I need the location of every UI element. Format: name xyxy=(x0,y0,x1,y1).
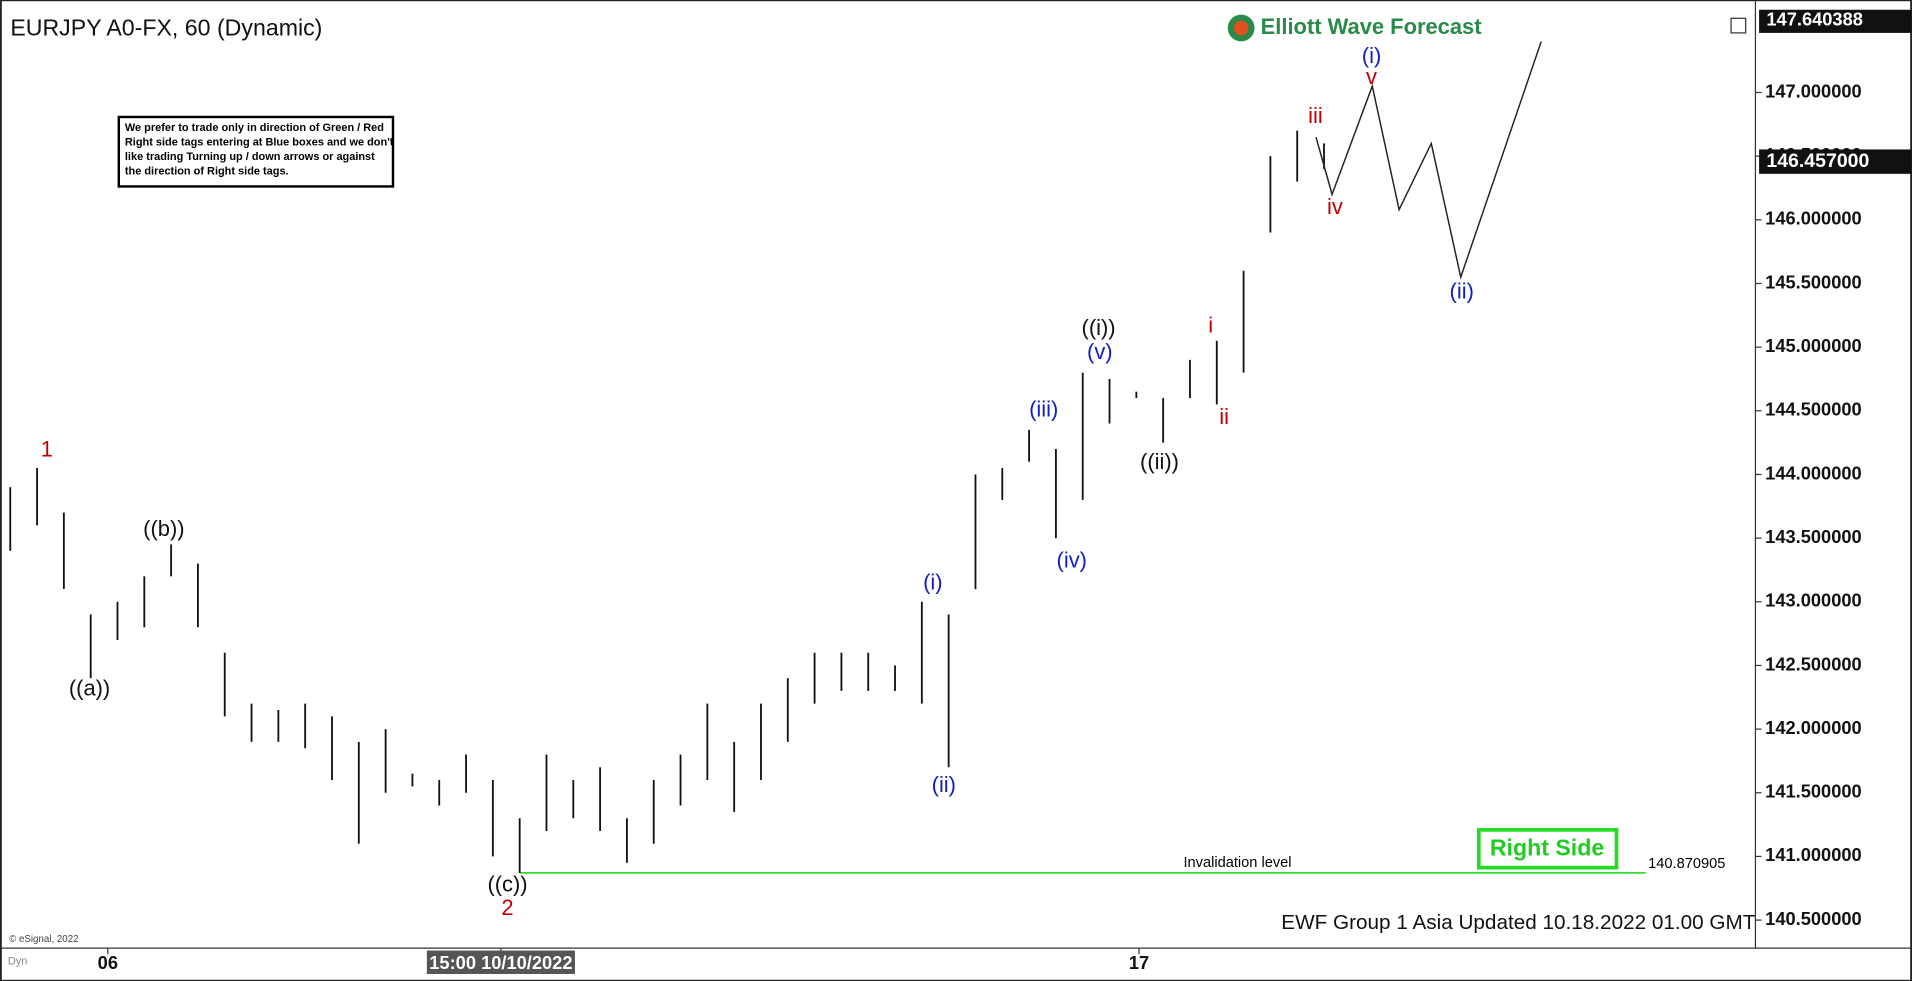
right-side: Right Side xyxy=(1490,834,1605,860)
wave-label: (iii) xyxy=(1029,396,1058,421)
wave-label: (i) xyxy=(923,570,942,595)
invalidation-text: Invalidation level xyxy=(1183,855,1291,871)
wave-label: (ii) xyxy=(932,772,956,797)
y-tick-label: 140.500000 xyxy=(1765,908,1862,929)
x-tick-highlight xyxy=(426,950,575,974)
wave-label: 1 xyxy=(41,437,53,462)
invalidation-label: 140.870905 xyxy=(1648,856,1725,872)
x-tick-label: 06 xyxy=(98,952,118,973)
wave-label: ((i)) xyxy=(1082,315,1116,340)
footer: EWF Group 1 Asia Updated 10.18.2022 01.0… xyxy=(1281,911,1755,934)
wave-label: iii xyxy=(1308,103,1323,128)
note: Right side tags entering at Blue boxes a… xyxy=(125,136,394,148)
brand: Elliott Wave Forecast xyxy=(1261,14,1483,39)
logo xyxy=(1233,20,1249,36)
y-tick-label: 144.000000 xyxy=(1765,462,1862,483)
last-price-box xyxy=(1759,149,1912,174)
wave-labels: 1 ((a)) ((b)) ((c)) 2 (i) (ii) (iii) (iv… xyxy=(41,43,1474,920)
chart-title: EURJPY A0-FX, 60 (Dynamic) xyxy=(10,14,322,40)
y-tick-label: 144.500000 xyxy=(1765,399,1862,420)
top-tag: 147.640388 xyxy=(1766,9,1863,30)
wave-label: ii xyxy=(1219,404,1229,429)
wave-label: ((a)) xyxy=(69,676,110,701)
wave-label: v xyxy=(1366,64,1377,89)
x-tick-label: 17 xyxy=(1129,952,1149,973)
x-tick-label: 15:00 10/10/2022 xyxy=(429,952,572,973)
note-box xyxy=(117,115,395,188)
wave-label: iv xyxy=(1327,194,1343,219)
top-tag-box xyxy=(1759,9,1912,33)
projection-line xyxy=(1315,41,1542,280)
wave-label: (i) xyxy=(1362,43,1381,68)
wave-label: ((c)) xyxy=(487,872,527,897)
y-tick-label: 141.500000 xyxy=(1765,781,1862,802)
y-tick-label: 143.000000 xyxy=(1765,590,1862,611)
note: We prefer to trade only in direction of … xyxy=(125,122,384,134)
y-tick-label: 146.000000 xyxy=(1765,208,1862,229)
dyn: Dyn xyxy=(8,955,27,967)
y-tick-label: 145.500000 xyxy=(1765,271,1862,292)
last-price: 146.457000 xyxy=(1766,150,1869,172)
y-tick-label: 147.000000 xyxy=(1765,80,1862,101)
wave-label: (v) xyxy=(1087,339,1113,364)
note: the direction of Right side tags. xyxy=(125,166,289,178)
wave-label: i xyxy=(1208,312,1213,337)
y-tick-label: 141.000000 xyxy=(1765,844,1862,865)
wave-label: 2 xyxy=(501,895,513,920)
copyright: © eSignal, 2022 xyxy=(9,934,78,945)
y-tick-label: 142.000000 xyxy=(1765,717,1862,738)
y-tick-label: 145.000000 xyxy=(1765,335,1862,356)
right-side-box xyxy=(1476,828,1619,870)
y-tick-label: 142.500000 xyxy=(1765,653,1862,674)
wave-label: (ii) xyxy=(1450,278,1474,303)
icon xyxy=(1730,17,1747,34)
wave-label: ((b)) xyxy=(143,516,184,541)
wave-label: ((ii)) xyxy=(1140,449,1179,474)
note: like trading Turning up / down arrows or… xyxy=(125,151,375,163)
wave-label: (iv) xyxy=(1057,548,1087,573)
y-tick-label: 143.500000 xyxy=(1765,526,1862,547)
